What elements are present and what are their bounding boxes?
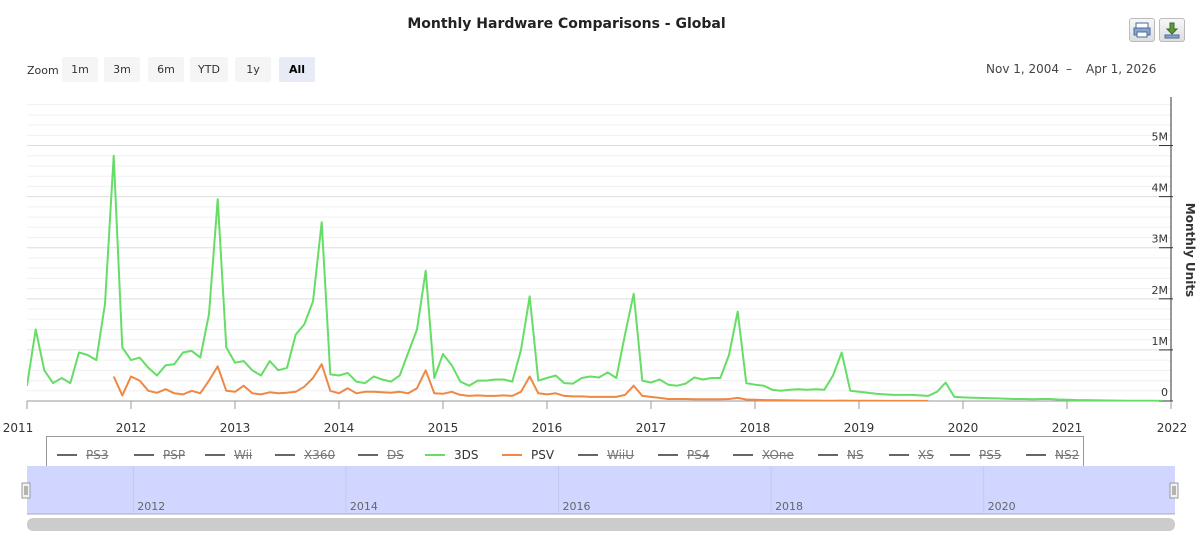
legend-swatch [950, 454, 970, 456]
legend-swatch [134, 454, 154, 456]
y-tick-label: 2M [1152, 284, 1169, 297]
x-tick-label: 2017 [636, 421, 667, 435]
print-glyph [1133, 22, 1151, 38]
navigator-label: 2012 [137, 500, 165, 513]
legend-label: DS [387, 448, 404, 462]
navigator-handle-right[interactable] [1169, 482, 1179, 499]
zoom-button-ytd[interactable]: YTD [190, 57, 228, 82]
x-tick-label: 2022 [1157, 421, 1188, 435]
x-tick-label: 2019 [844, 421, 875, 435]
legend-item-ps4[interactable]: PS4 [658, 447, 710, 463]
legend-label: XS [918, 448, 934, 462]
legend-item-wiiu[interactable]: WiiU [578, 447, 634, 463]
legend-swatch [1026, 454, 1046, 456]
legend-swatch [578, 454, 598, 456]
legend-label: PS3 [86, 448, 109, 462]
x-tick-label: 2021 [1052, 421, 1083, 435]
x-tick-label: 2016 [532, 421, 563, 435]
legend-label: X360 [304, 448, 336, 462]
legend-item-ps3[interactable]: PS3 [57, 447, 109, 463]
navigator-label: 2018 [775, 500, 803, 513]
legend-item-psp[interactable]: PSP [134, 447, 185, 463]
legend-swatch [205, 454, 225, 456]
legend-swatch [658, 454, 678, 456]
legend-item-psv[interactable]: PSV [502, 447, 554, 463]
download-icon[interactable] [1159, 18, 1185, 42]
navigator-handle-left[interactable] [21, 482, 31, 499]
legend-label: XOne [762, 448, 794, 462]
series-line-psv[interactable] [112, 363, 929, 401]
x-tick-label: 2013 [220, 421, 251, 435]
legend-swatch [889, 454, 909, 456]
navigator[interactable]: 2012 2014 2016 2018 2020 [0, 466, 1200, 546]
range-separator: – [1066, 62, 1072, 76]
navigator-label: 2016 [562, 500, 590, 513]
legend-label: NS2 [1055, 448, 1080, 462]
legend-swatch [818, 454, 838, 456]
legend-item-ns2[interactable]: NS2 [1026, 447, 1079, 463]
download-glyph [1164, 22, 1180, 39]
chart-title: Monthly Hardware Comparisons - Global [407, 16, 726, 32]
legend-item-xs[interactable]: XS [889, 447, 934, 463]
y-axis-title: Monthly Units [1183, 203, 1197, 297]
zoom-button-1m[interactable]: 1m [62, 57, 98, 82]
range-to[interactable]: Apr 1, 2026 [1086, 62, 1157, 76]
legend-item-ds[interactable]: DS [358, 447, 404, 463]
legend-label: PS4 [687, 448, 710, 462]
legend-item-ps5[interactable]: PS5 [950, 447, 1002, 463]
y-tick-label: 3M [1152, 233, 1169, 246]
legend-swatch [57, 454, 77, 456]
zoom-button-1y[interactable]: 1y [235, 57, 271, 82]
zoom-button-6m[interactable]: 6m [148, 57, 184, 82]
zoom-button-all[interactable]: All [279, 57, 315, 82]
legend-item-x360[interactable]: X360 [275, 447, 335, 463]
legend-label: PSP [163, 448, 186, 462]
legend-swatch [733, 454, 753, 456]
x-tick-label: 2011 [3, 421, 34, 435]
x-tick-label: 2014 [324, 421, 355, 435]
legend-label: Wii [234, 448, 253, 462]
legend-label: WiiU [607, 448, 635, 462]
zoom-label: Zoom [27, 64, 59, 77]
y-tick-label: 1M [1152, 335, 1169, 348]
y-tick-label: 0 [1161, 386, 1168, 399]
legend-swatch [358, 454, 378, 456]
zoom-button-3m[interactable]: 3m [104, 57, 140, 82]
range-from[interactable]: Nov 1, 2004 [986, 62, 1060, 76]
y-tick-label: 4M [1152, 182, 1169, 195]
navigator-label: 2020 [988, 500, 1016, 513]
legend-item-wii[interactable]: Wii [205, 447, 252, 463]
x-tick-label: 2012 [116, 421, 147, 435]
legend-label: NS [847, 448, 864, 462]
legend-label: PS5 [979, 448, 1002, 462]
navigator-label: 2014 [350, 500, 378, 513]
legend-item-xone[interactable]: XOne [733, 447, 794, 463]
line-chart: 0 1M 2M 3M 4M 5M 2011 2012 2013 2014 2015 2016 2017 2… [3, 97, 1197, 435]
legend-item-3ds[interactable]: 3DS [425, 447, 479, 463]
legend-swatch [275, 454, 295, 456]
grid [27, 104, 1171, 402]
x-tick-label: 2020 [948, 421, 979, 435]
navigator-scrollbar[interactable] [27, 518, 1175, 531]
x-tick-label: 2018 [740, 421, 771, 435]
legend-label: 3DS [454, 448, 479, 462]
legend-swatch [502, 454, 522, 456]
y-tick-label: 5M [1152, 131, 1169, 144]
legend-swatch [425, 454, 445, 456]
legend-label: PSV [531, 448, 555, 462]
print-icon[interactable] [1129, 18, 1155, 42]
series-line-3ds[interactable] [27, 154, 1163, 401]
x-tick-label: 2015 [428, 421, 459, 435]
legend-item-ns[interactable]: NS [818, 447, 864, 463]
